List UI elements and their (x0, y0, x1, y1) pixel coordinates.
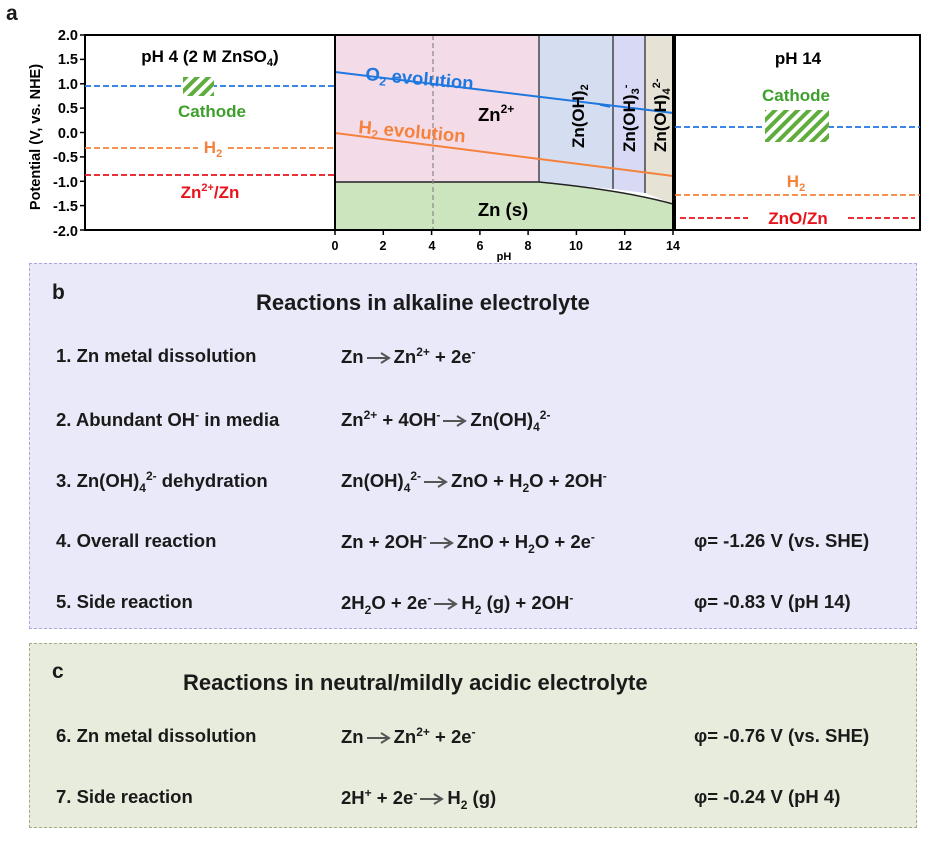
x-tick: 14 (666, 239, 680, 253)
arrow-icon (366, 352, 391, 365)
left-cathode-label: Cathode (178, 102, 246, 121)
znoh3-region (613, 35, 645, 193)
reaction-4-potential: φ= -1.26 V (vs. SHE) (694, 530, 870, 551)
x-tick: 12 (618, 239, 632, 253)
left-cathode-block (183, 77, 214, 96)
left-panel-box (84, 34, 336, 231)
zn-boundary (335, 181, 674, 205)
right-h2-label: H2 (787, 172, 805, 194)
x-tick: 8 (525, 239, 532, 253)
y-tick: -1.5 (53, 199, 78, 215)
zns-label: Zn (s) (478, 199, 528, 220)
h2-line (334, 132, 674, 177)
reaction-5-label: 5. Side reaction (56, 591, 193, 612)
y-axis-label: Potential (V, vs. NHE) (28, 64, 44, 210)
panel-b-letter: b (52, 281, 65, 304)
x-ticks: 0 2 4 6 8 10 12 14 (332, 239, 680, 253)
middle-panel-box (334, 34, 674, 231)
arrow-icon (366, 732, 391, 745)
pourbaix-diagram: Potential (V, vs. NHE) 2.0 1.5 1.0 0.5 0… (28, 28, 921, 262)
y-tick: 1.5 (58, 52, 78, 68)
znoh3-label: Zn(OH)3- (620, 84, 642, 152)
panel-c-title: Reactions in neutral/mildly acidic elect… (183, 670, 648, 695)
panel-a-letter: a (6, 2, 18, 25)
x-tick-marks (334, 230, 674, 235)
reaction-1-equation: Zn Zn2+ + 2e- (341, 345, 476, 368)
x-tick: 4 (429, 239, 436, 253)
y-tick: 0.5 (58, 101, 78, 117)
arrow-icon (429, 537, 454, 550)
reaction-7-label: 7. Side reaction (56, 786, 193, 807)
y-ticks: 2.0 1.5 1.0 0.5 0.0 -0.5 -1.0 -1.5 -2.0 (53, 28, 78, 240)
reaction-6-label: 6. Zn metal dissolution (56, 725, 257, 746)
panel-c-box (29, 643, 917, 828)
reaction-2-label: 2. Abundant OH- in media (56, 408, 280, 431)
panel-b-title: Reactions in alkaline electrolyte (256, 290, 590, 315)
arrow-icon (443, 415, 468, 428)
y-tick: -0.5 (53, 150, 78, 166)
zn2-label: Zn2+ (478, 102, 514, 125)
x-tick: 6 (477, 239, 484, 253)
zn2-region (335, 35, 539, 182)
x-axis-label: pH (497, 251, 512, 262)
right-panel-title: pH 14 (775, 49, 822, 68)
right-cathode-block (765, 110, 829, 142)
y-tick: -2.0 (53, 224, 78, 240)
znoh2-label: Zn(OH)2 (569, 84, 591, 148)
reaction-3-label: 3. Zn(OH)42- dehydration (56, 469, 268, 495)
reaction-6-potential: φ= -0.76 V (vs. SHE) (694, 725, 870, 746)
left-h2-label: H2 (204, 138, 222, 160)
panel-b-box (29, 263, 917, 629)
reaction-2-equation: Zn2+ + 4OH- Zn(OH)42- (341, 408, 551, 434)
reaction-5-potential: φ= -0.83 V (pH 14) (694, 591, 851, 612)
y-tick: 0.0 (58, 126, 78, 142)
x-tick: 0 (332, 239, 339, 253)
x-tick: 2 (380, 239, 387, 253)
reaction-4-equation: Zn + 2OH- ZnO + H2O + 2e- (341, 530, 595, 556)
znoh4-label: Zn(OH)42- (651, 78, 673, 152)
o2-line (334, 71, 674, 114)
leader-line (599, 104, 611, 108)
y-tick: 2.0 (58, 28, 78, 44)
arrow-icon (420, 793, 445, 806)
znoh2-region (539, 35, 613, 189)
left-panel-title: pH 4 (2 M ZnSO4) (141, 47, 278, 69)
reaction-5-equation: 2H2O + 2e- H2 (g) + 2OH- (341, 591, 574, 617)
reaction-1-label: 1. Zn metal dissolution (56, 345, 257, 366)
reaction-7-equation: 2H+ + 2e- H2 (g) (341, 786, 497, 812)
y-tick: 1.0 (58, 77, 78, 93)
reaction-3-equation: Zn(OH)42- ZnO + H2O + 2OH- (341, 469, 607, 495)
right-zno-label: ZnO/Zn (768, 209, 827, 228)
reaction-6-equation: Zn Zn2+ + 2e- (341, 725, 476, 748)
arrow-icon (424, 476, 448, 489)
left-zn-label: Zn2+/Zn (181, 182, 240, 202)
arrow-icon (434, 598, 459, 611)
reaction-4-label: 4. Overall reaction (56, 530, 217, 551)
right-cathode-label: Cathode (762, 86, 830, 105)
x-tick: 10 (569, 239, 583, 253)
panel-c-letter: c (52, 660, 64, 683)
zns-region (335, 182, 673, 230)
znoh4-region (645, 35, 673, 204)
y-tick: -1.0 (53, 175, 78, 191)
reaction-7-potential: φ= -0.24 V (pH 4) (694, 786, 841, 807)
